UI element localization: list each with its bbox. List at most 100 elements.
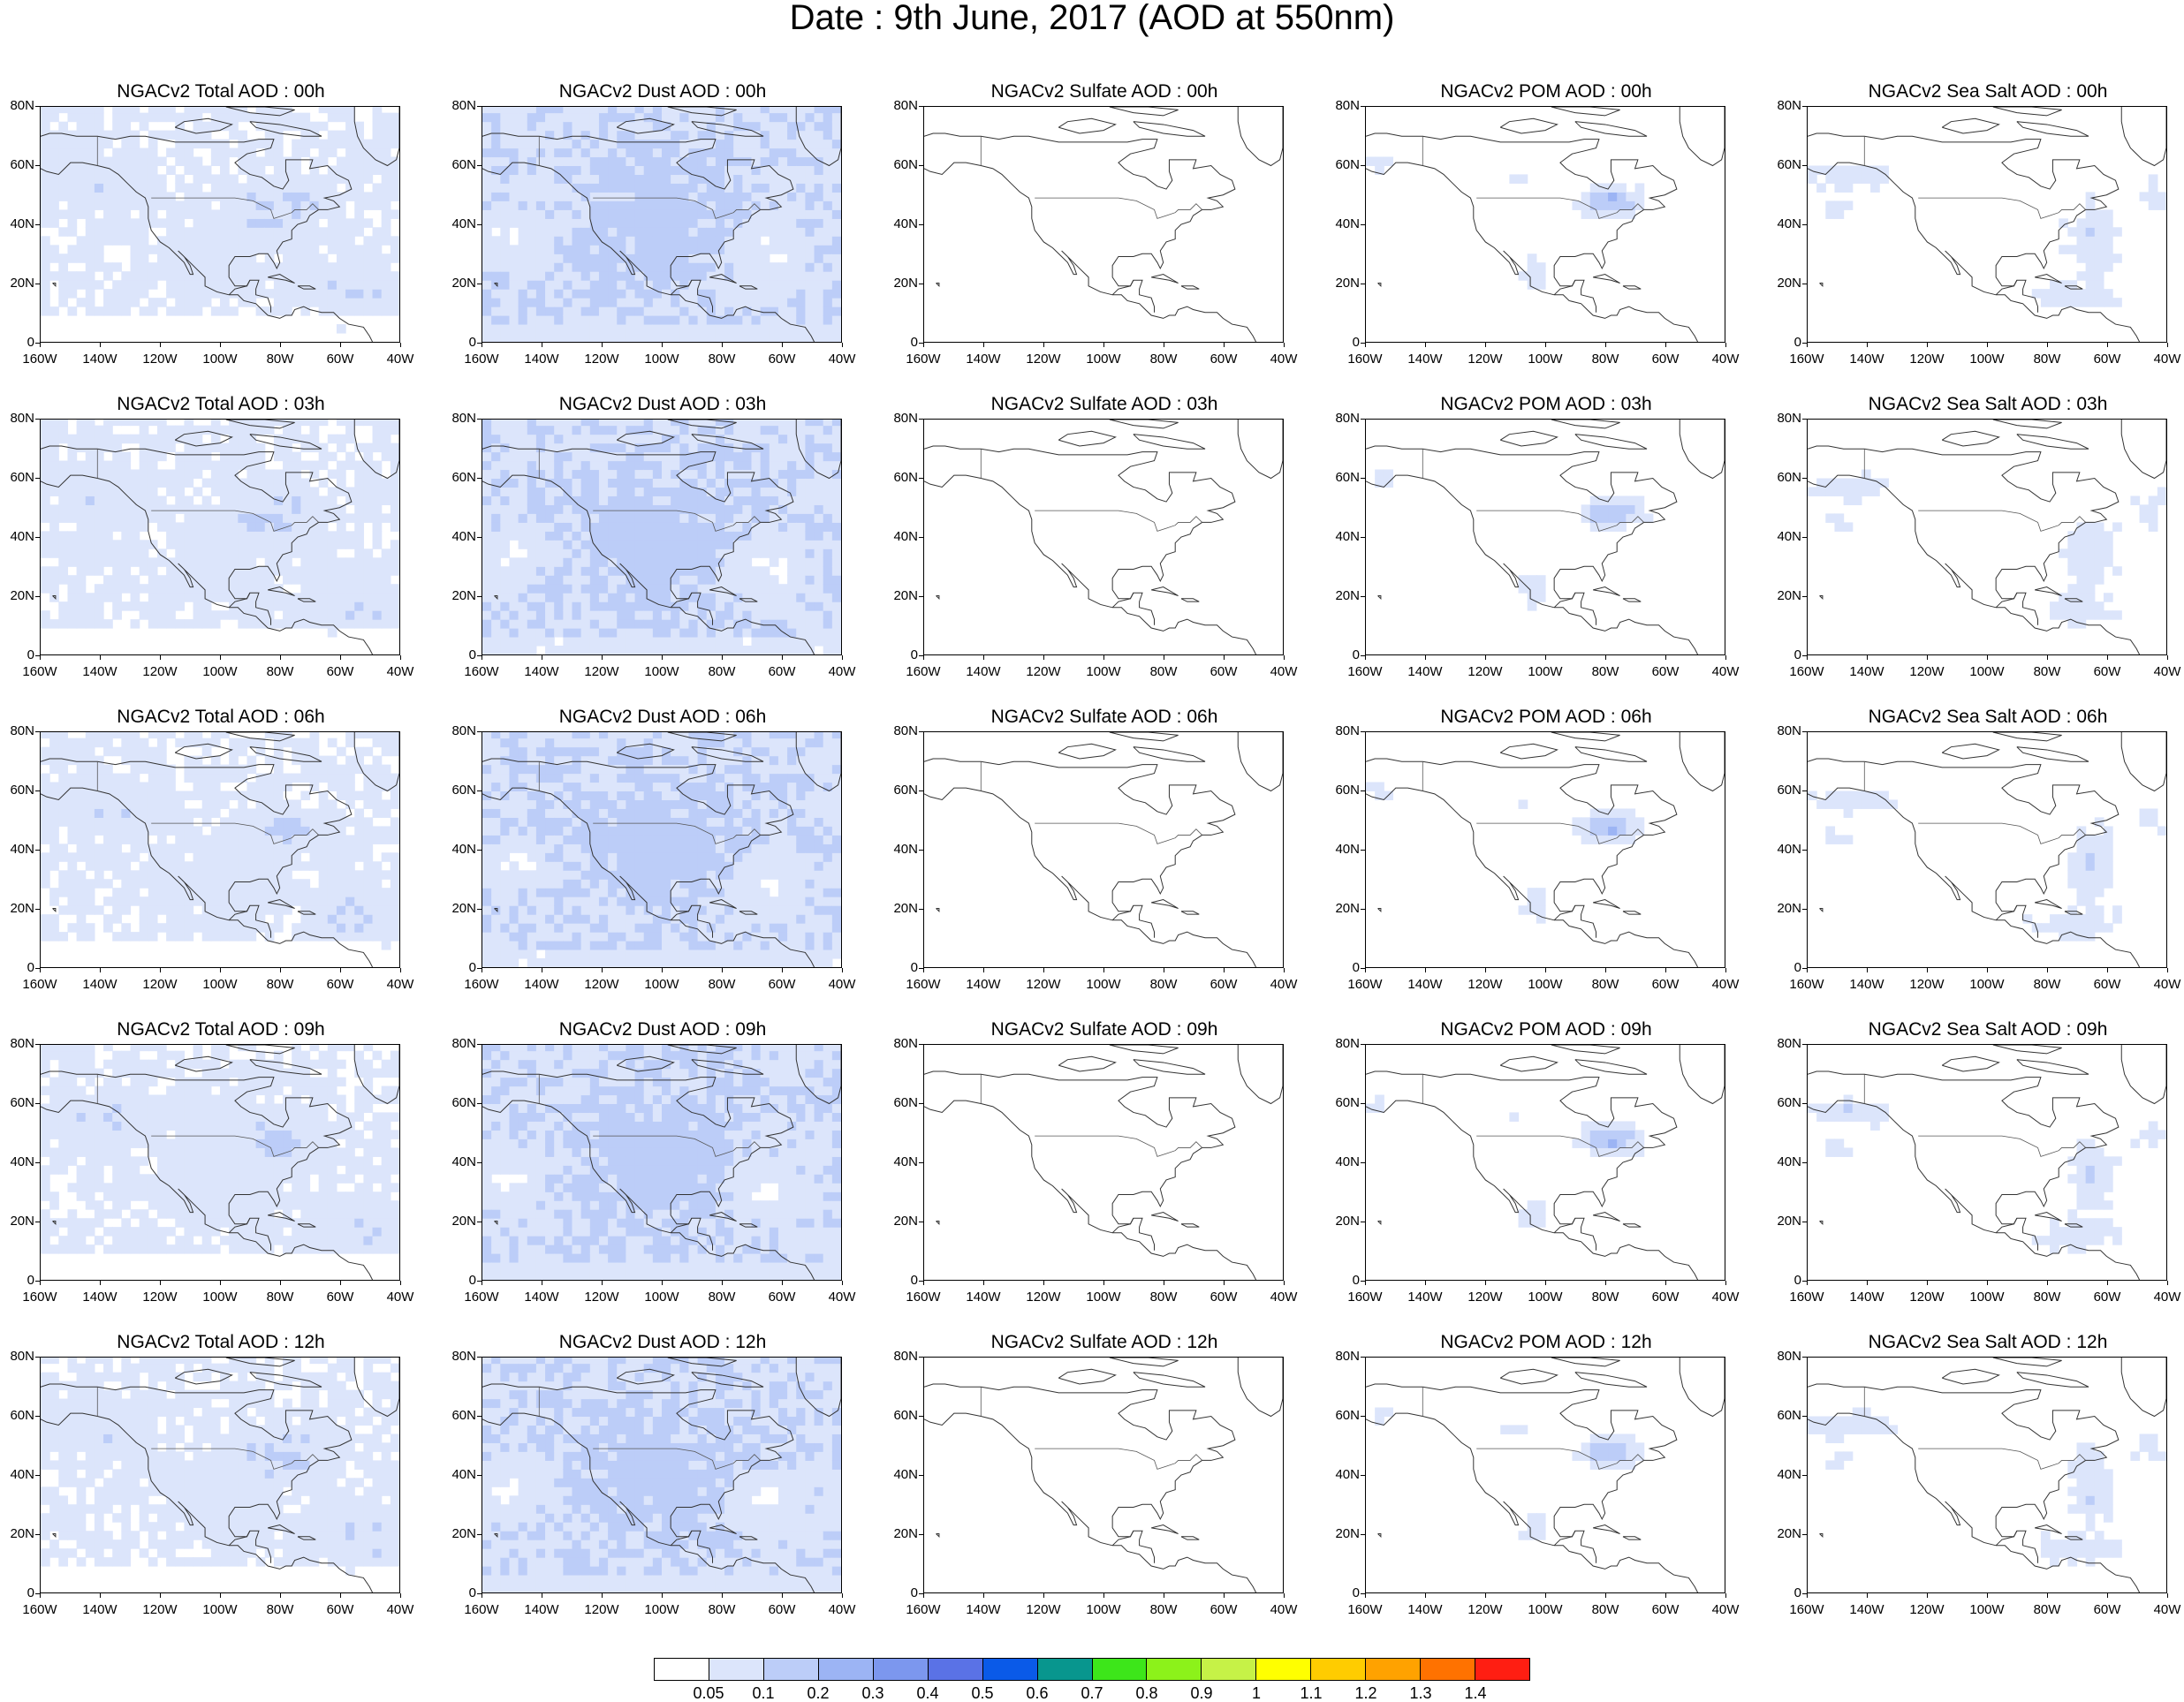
aod-cell [103,548,113,558]
lat-tick-label: 60N [893,158,918,172]
aod-cell [58,122,68,132]
lon-tick-label: 60W [769,665,796,679]
aod-cell [644,557,654,567]
aod-cell [391,209,399,219]
aod-cell [354,619,364,629]
aod-cell [86,593,95,602]
aod-cell [545,420,555,426]
aod-cell [778,156,788,166]
aod-cell [193,861,203,871]
aod-cell [823,271,833,281]
aod-cell [519,593,528,602]
aod-cell [778,140,788,149]
aod-cell [733,192,743,201]
aod-cell [491,209,501,219]
aod-cell [482,593,492,602]
aod-cell [67,619,77,629]
aod-cell [238,584,247,594]
aod-cell [805,479,815,488]
aod-cell [1862,174,1871,184]
aod-cell [752,289,762,299]
lon-tick-label: 80W [1150,665,1178,679]
coastline [924,163,1256,342]
aod-cell [95,738,104,748]
aod-cell [283,479,292,488]
aod-cell [644,107,654,113]
aod-cell [554,575,564,585]
aod-cell [742,557,752,567]
aod-cell [563,218,573,228]
aod-cell [220,879,230,889]
aod-cell [536,461,546,471]
aod-cell [112,174,122,184]
aod-cell [131,236,140,246]
aod-cell [815,200,824,210]
aod-cell [238,765,247,775]
aod-cell [220,140,230,149]
aod-cell [148,923,158,933]
aod-cell [391,601,399,611]
aod-cell [724,461,734,471]
aod-cell [491,584,501,594]
aod-cell [671,443,680,453]
aod-cell [653,435,663,444]
aod-cell [86,732,95,738]
aod-cell [662,209,671,219]
aod-cell [679,174,689,184]
aod-cell [103,774,113,783]
aod-cell [202,610,212,620]
aod-cell [573,200,582,210]
aod-cell [292,245,301,254]
lon-tick [722,655,723,660]
aod-cell [698,209,708,219]
coastline [1112,593,1154,625]
aod-cell [662,540,671,549]
aod-cell [140,826,149,836]
aod-cell [211,756,221,766]
aod-cell [274,209,284,219]
aod-cell [599,200,609,210]
aod-cell [300,575,310,585]
aod-cell [716,306,725,316]
aod-cell [58,209,68,219]
aod-cell [707,306,717,316]
aod-cell [733,557,743,567]
aod-cell [382,487,391,496]
lon-tick-label: 40W [1270,352,1298,367]
aod-cell [220,835,230,844]
aod-cell [778,619,788,629]
aod-cell [112,262,122,272]
aod-cell [644,298,654,307]
aod-cell [581,209,591,219]
aod-cell [581,610,591,620]
aod-cell [354,504,364,514]
aod-cell [536,209,546,219]
aod-cell [805,166,815,176]
aod-cell [337,531,346,541]
aod-cell [265,487,275,496]
aod-cell [573,628,582,638]
aod-cell [77,183,87,193]
aod-cell [2104,531,2113,541]
aod-cell [679,122,689,132]
aod-cell [373,540,383,549]
aod-cell [354,262,364,272]
aod-cell [707,487,717,496]
aod-cell [1536,280,1546,290]
aod-cell [86,495,95,505]
aod-cell [527,113,537,123]
lat-tick-label: 40N [451,217,476,231]
aod-cell [770,289,779,299]
aod-cell [752,324,762,334]
aod-cell [103,593,113,602]
aod-cell [373,183,383,193]
aod-cell [599,253,609,263]
aod-cell [283,826,292,836]
lon-tick-label: 160W [22,352,57,367]
panel-title: NGACv2 Sea Salt AOD : 00h [1807,81,2169,102]
aod-cell [41,566,50,576]
aod-cell [391,420,399,426]
aod-cell [391,131,399,140]
aod-map [41,732,399,967]
aod-cell [220,843,230,853]
